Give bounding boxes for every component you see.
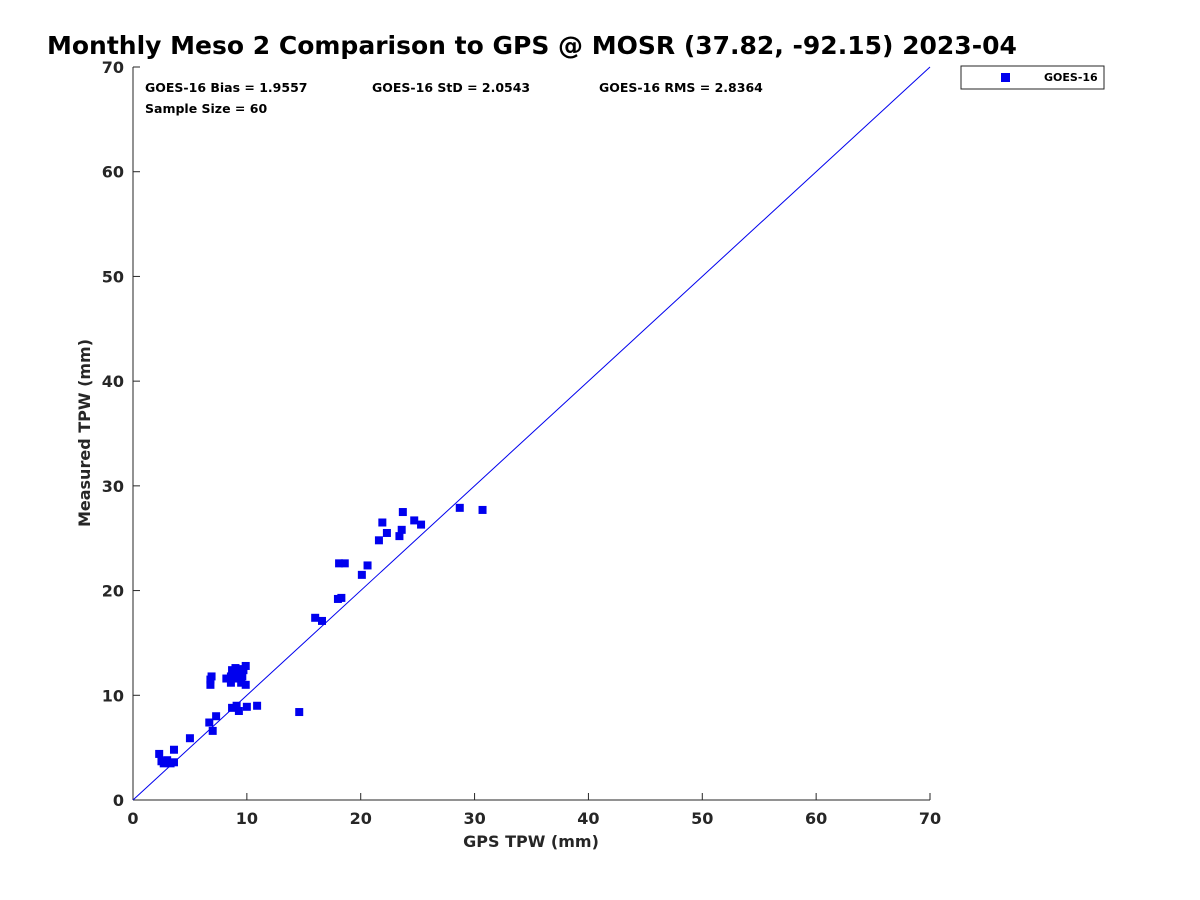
data-point	[335, 559, 344, 568]
rms-stat: GOES-16 RMS = 2.8364	[599, 80, 763, 95]
data-markers	[155, 503, 487, 768]
data-point	[239, 666, 248, 675]
data-point	[374, 536, 383, 545]
data-point	[169, 758, 178, 767]
legend: GOES-16	[960, 65, 1105, 90]
y-tick-label: 20	[102, 582, 124, 601]
data-point	[234, 706, 243, 715]
x-tick-label: 70	[919, 809, 941, 828]
sample-size-stat: Sample Size = 60	[145, 101, 267, 116]
data-point	[397, 525, 406, 534]
data-point	[382, 528, 391, 537]
data-point	[363, 561, 372, 570]
x-ticks: 0 10 20 30 40 50 60 70	[127, 793, 941, 828]
data-point	[207, 672, 216, 681]
data-point	[295, 708, 304, 717]
y-tick-label: 0	[113, 791, 124, 810]
data-point	[232, 701, 241, 710]
data-point	[410, 516, 419, 525]
data-point	[208, 726, 217, 735]
x-tick-label: 20	[350, 809, 372, 828]
y-tick-label: 40	[102, 372, 124, 391]
data-point	[222, 674, 231, 683]
x-axis-label: GPS TPW (mm)	[463, 832, 599, 851]
data-point	[311, 613, 320, 622]
data-point	[455, 503, 464, 512]
data-point	[226, 678, 235, 687]
data-point	[228, 703, 237, 712]
y-tick-label: 10	[102, 686, 124, 705]
one-to-one-line	[132, 66, 931, 801]
data-point	[398, 508, 407, 517]
data-point	[253, 701, 262, 710]
data-point	[238, 672, 247, 681]
data-point	[417, 520, 426, 529]
data-point	[233, 674, 242, 683]
x-tick-label: 40	[577, 809, 599, 828]
y-tick-label: 50	[102, 267, 124, 286]
y-axis-label: Measured TPW (mm)	[75, 339, 94, 527]
data-point	[231, 664, 240, 673]
x-tick-label: 10	[236, 809, 258, 828]
data-point	[205, 718, 214, 727]
x-tick-label: 60	[805, 809, 827, 828]
y-ticks: 0 10 20 30 40 50 60 70	[102, 58, 140, 810]
legend-box	[960, 65, 1105, 90]
data-point	[478, 505, 487, 514]
data-point	[185, 734, 194, 743]
data-point	[340, 559, 349, 568]
data-point	[357, 570, 366, 579]
std-stat: GOES-16 StD = 2.0543	[372, 80, 530, 95]
data-point	[337, 593, 346, 602]
x-tick-label: 0	[127, 809, 138, 828]
bias-stat: GOES-16 Bias = 1.9557	[145, 80, 307, 95]
data-point	[318, 616, 327, 625]
data-point	[241, 661, 250, 670]
y-tick-label: 60	[102, 163, 124, 182]
legend-marker	[1001, 73, 1010, 82]
data-point	[212, 712, 221, 721]
chart-title: Monthly Meso 2 Comparison to GPS @ MOSR …	[47, 31, 1017, 60]
x-tick-label: 50	[691, 809, 713, 828]
data-point	[242, 702, 251, 711]
data-point	[169, 745, 178, 754]
data-point	[378, 518, 387, 527]
legend-label: GOES-16	[1044, 71, 1098, 84]
data-point	[241, 680, 250, 689]
data-point	[395, 532, 404, 541]
y-tick-label: 30	[102, 477, 124, 496]
data-point	[230, 670, 239, 679]
data-point	[155, 749, 164, 758]
plot-area: 0 10 20 30 40 50 60 70 0 10 20 30 40 50 60 70	[102, 58, 941, 828]
data-point	[206, 680, 215, 689]
x-tick-label: 30	[463, 809, 485, 828]
y-tick-label: 70	[102, 58, 124, 77]
data-point	[237, 678, 246, 687]
